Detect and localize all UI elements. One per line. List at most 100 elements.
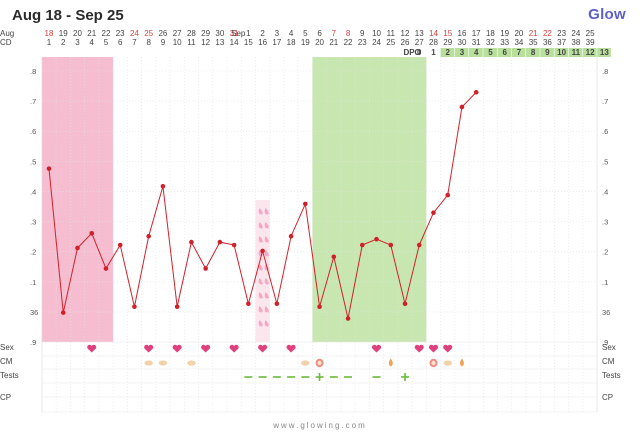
date-label: 25 bbox=[144, 29, 153, 38]
date-label: 14 bbox=[429, 29, 438, 38]
dpo-label: 6 bbox=[502, 48, 507, 57]
cd-label: 21 bbox=[329, 38, 338, 47]
y-axis-label-left: .9 bbox=[30, 338, 36, 347]
temperature-point bbox=[374, 236, 379, 242]
dpo-label: 1 bbox=[431, 48, 436, 57]
dpo-label: 7 bbox=[517, 48, 522, 57]
temperature-point bbox=[103, 266, 109, 271]
footer-url: www.glowing.com bbox=[273, 421, 367, 430]
y-axis-label-right: .5 bbox=[602, 157, 608, 166]
date-label: 24 bbox=[571, 29, 580, 38]
dpo-cell bbox=[511, 48, 526, 57]
date-label: 18 bbox=[45, 29, 54, 38]
cd-row-label: CD bbox=[0, 38, 12, 47]
temperature-point bbox=[260, 248, 265, 254]
y-axis-label-right: .8 bbox=[602, 67, 608, 76]
temperature-point bbox=[331, 254, 337, 260]
month-label-sep: Sep bbox=[231, 29, 246, 38]
tests-row-label: Tests bbox=[0, 371, 19, 380]
temperature-point bbox=[459, 104, 465, 110]
chart-grid bbox=[41, 57, 598, 413]
date-label: 2 bbox=[260, 29, 265, 38]
dpo-label: 0 bbox=[417, 48, 422, 57]
y-axis-label-left: .4 bbox=[30, 187, 36, 196]
y-axis-label-right: .7 bbox=[602, 97, 608, 106]
date-label: 31 bbox=[230, 29, 239, 38]
dpo-label: 12 bbox=[586, 48, 595, 57]
date-label: 13 bbox=[415, 29, 424, 38]
dpo-cell bbox=[583, 48, 597, 57]
date-label: 5 bbox=[303, 29, 308, 38]
temperature-point bbox=[117, 242, 123, 248]
cd-label: 12 bbox=[201, 38, 210, 47]
cd-label: 25 bbox=[386, 38, 395, 47]
cd-label: 3 bbox=[75, 38, 80, 47]
cd-label: 16 bbox=[258, 38, 267, 47]
temperature-point bbox=[189, 239, 194, 245]
date-label: 19 bbox=[500, 29, 509, 38]
y-axis-label-left: .8 bbox=[30, 67, 36, 76]
heart-icon bbox=[371, 344, 382, 353]
dpo-cell bbox=[568, 48, 583, 57]
date-label: 23 bbox=[116, 29, 125, 38]
date-label: 26 bbox=[158, 29, 167, 38]
period-band bbox=[41, 57, 114, 342]
chart-background bbox=[41, 57, 427, 342]
temperature-point bbox=[203, 266, 208, 271]
cd-label: 10 bbox=[173, 38, 182, 47]
temperature-point bbox=[445, 192, 451, 198]
dpo-label: 9 bbox=[545, 48, 550, 57]
cd-label: 23 bbox=[358, 38, 367, 47]
spotting-band bbox=[255, 200, 270, 342]
dpo-cell bbox=[497, 48, 512, 57]
creamy-icon bbox=[301, 360, 310, 366]
date-label: 15 bbox=[443, 29, 452, 38]
temperature-point bbox=[46, 166, 52, 171]
date-label: 16 bbox=[458, 29, 467, 38]
cd-label: 6 bbox=[118, 38, 123, 47]
date-label: 18 bbox=[486, 29, 495, 38]
glow-logo[interactable]: Glow bbox=[588, 6, 626, 23]
date-label: 30 bbox=[215, 29, 224, 38]
creamy-icon bbox=[187, 360, 196, 366]
creamy-icon bbox=[158, 360, 168, 366]
spotting-drop-icon bbox=[258, 208, 269, 215]
heart-icon bbox=[286, 344, 296, 353]
date-label: 22 bbox=[543, 29, 552, 38]
temperature-point bbox=[174, 304, 180, 310]
spotting-drop-icon bbox=[258, 292, 269, 299]
temperature-point bbox=[160, 183, 166, 189]
dpo-cell bbox=[540, 48, 554, 57]
heart-icon bbox=[414, 344, 424, 353]
temperature-point bbox=[317, 304, 322, 310]
cd-label: 14 bbox=[230, 38, 239, 47]
dpo-label: 2 bbox=[445, 48, 450, 57]
heart-icon bbox=[201, 344, 211, 353]
egg-white-icon-yolk bbox=[431, 360, 436, 366]
dpo-cell bbox=[554, 48, 569, 57]
temperature-point bbox=[473, 89, 479, 95]
cm-row-label: CM bbox=[0, 357, 13, 366]
cd-label: 38 bbox=[571, 38, 580, 47]
cd-label: 15 bbox=[244, 38, 253, 47]
cp-row-label: CP bbox=[0, 393, 11, 402]
y-axis-label-left: 36 bbox=[30, 308, 38, 317]
dpo-cell bbox=[483, 48, 497, 57]
cd-label: 37 bbox=[557, 38, 566, 47]
date-label: 19 bbox=[59, 29, 68, 38]
temperature-point bbox=[388, 242, 394, 248]
cd-label: 8 bbox=[146, 38, 151, 47]
y-axis-label-left: .2 bbox=[30, 248, 36, 257]
date-row-label: Aug bbox=[0, 29, 14, 38]
cd-label: 19 bbox=[301, 38, 310, 47]
cd-label: 33 bbox=[500, 38, 509, 47]
date-label: 8 bbox=[346, 29, 351, 38]
date-label: 17 bbox=[472, 29, 481, 38]
date-label: 3 bbox=[275, 29, 280, 38]
cd-label: 20 bbox=[315, 38, 324, 47]
temperature-point bbox=[416, 242, 422, 248]
watery-icon bbox=[459, 358, 464, 367]
watery-icon bbox=[388, 358, 393, 367]
heart-icon bbox=[443, 344, 453, 353]
